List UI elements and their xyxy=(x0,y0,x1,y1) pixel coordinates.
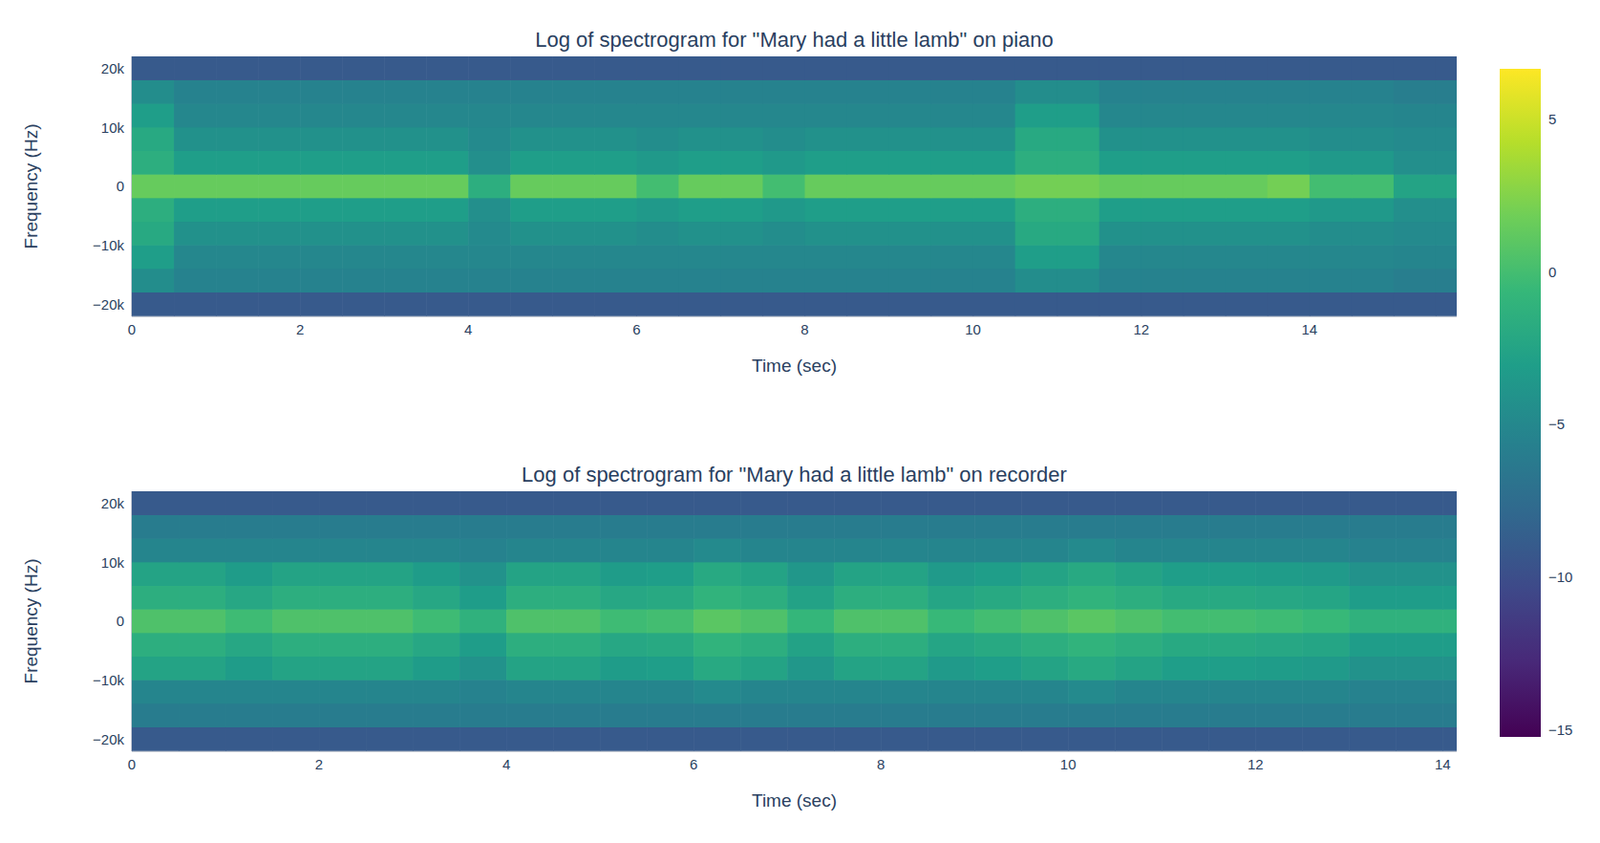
svg-text:10k: 10k xyxy=(101,119,126,136)
svg-text:10k: 10k xyxy=(101,554,126,571)
svg-text:2: 2 xyxy=(315,755,323,772)
svg-text:−15: −15 xyxy=(1548,721,1573,738)
svg-text:6: 6 xyxy=(689,755,698,772)
svg-text:8: 8 xyxy=(876,755,885,772)
svg-text:Frequency (Hz): Frequency (Hz) xyxy=(21,558,42,684)
svg-text:4: 4 xyxy=(502,755,511,772)
svg-text:Frequency (Hz): Frequency (Hz) xyxy=(21,124,42,250)
svg-text:−5: −5 xyxy=(1548,415,1565,432)
svg-text:−10: −10 xyxy=(1548,568,1573,585)
svg-text:Log of spectrogram for "Mary h: Log of spectrogram for "Mary had a littl… xyxy=(521,462,1067,487)
svg-text:12: 12 xyxy=(1247,755,1264,772)
svg-text:14: 14 xyxy=(1434,755,1451,772)
svg-text:4: 4 xyxy=(464,320,472,338)
svg-text:−20k: −20k xyxy=(92,730,125,747)
svg-text:0: 0 xyxy=(128,755,136,772)
svg-text:5: 5 xyxy=(1548,110,1557,128)
svg-text:−20k: −20k xyxy=(92,296,125,313)
svg-text:20k: 20k xyxy=(101,60,126,77)
svg-text:10: 10 xyxy=(964,320,982,338)
svg-text:0: 0 xyxy=(116,612,125,629)
svg-text:20k: 20k xyxy=(101,494,126,512)
svg-text:0: 0 xyxy=(128,320,136,338)
svg-text:Log of spectrogram for "Mary h: Log of spectrogram for "Mary had a littl… xyxy=(534,27,1054,52)
svg-text:Time (sec): Time (sec) xyxy=(751,789,837,811)
svg-text:10: 10 xyxy=(1060,755,1077,772)
svg-text:Time (sec): Time (sec) xyxy=(751,355,837,376)
svg-text:8: 8 xyxy=(800,320,809,338)
svg-text:0: 0 xyxy=(116,177,125,194)
svg-text:0: 0 xyxy=(1548,263,1557,280)
svg-text:−10k: −10k xyxy=(92,236,125,254)
svg-text:6: 6 xyxy=(632,320,640,338)
svg-text:−10k: −10k xyxy=(92,671,125,688)
svg-text:2: 2 xyxy=(296,320,304,338)
svg-text:14: 14 xyxy=(1301,320,1319,338)
svg-text:12: 12 xyxy=(1132,320,1150,338)
